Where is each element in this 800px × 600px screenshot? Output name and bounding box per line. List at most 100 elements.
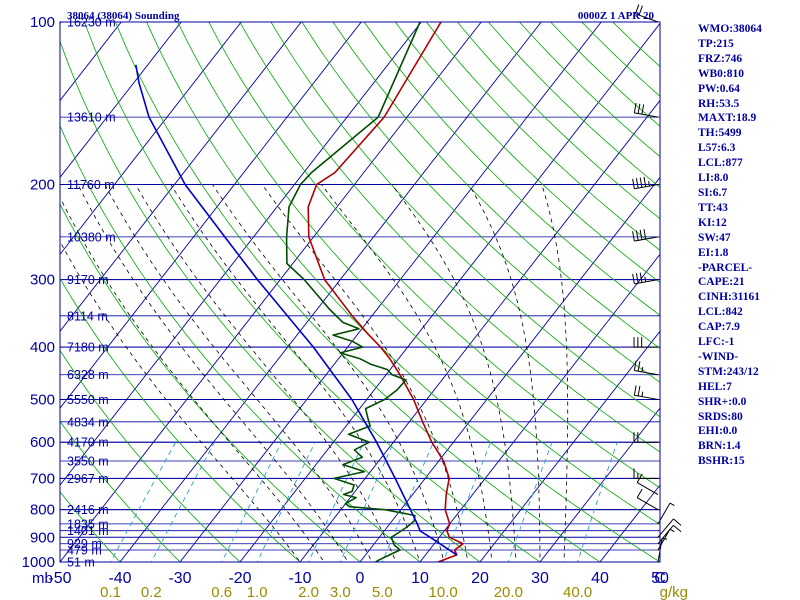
index-line: MAXT:18.9 [698,112,757,125]
wind-barb-flag [635,273,639,284]
height-label: 929 m [67,537,102,551]
mixing-ratio-label: 40.0 [563,584,592,600]
temperature-tick-label: -10 [288,570,311,587]
index-line: TP:215 [698,37,734,50]
wind-barb [632,272,659,285]
wind-barb [633,337,658,348]
pressure-tick-label: 700 [30,470,55,487]
dry-adiabat [60,491,121,562]
mixing-ratio-label: 2.0 [298,584,319,600]
moist-adiabat [391,184,517,562]
temperature-tick-label: 20 [471,570,489,587]
wind-barb-flag [632,273,635,284]
isotherm-line [299,99,660,562]
height-label: 10380 m [67,230,116,244]
dry-adiabat [60,420,181,562]
wind-barb [636,488,659,511]
temperature-tick-label: 40 [591,570,609,587]
isotherm-line [60,22,482,562]
height-label: 5550 m [67,393,109,407]
pressure-tick-label: 400 [30,339,55,356]
isotherm-line [60,22,242,256]
index-line: CINH:31161 [698,291,760,304]
isotherm-line [539,407,660,562]
index-line: WMO:38064 [698,23,762,35]
wind-barb-flag [643,176,647,187]
wind-barb-flag [641,391,644,397]
index-line: RH:53.5 [698,97,740,110]
grid-lines [60,22,660,562]
wind-barb [632,176,659,190]
wind-barb-flag [637,386,641,397]
moist-adiabat [468,184,541,562]
sounding-traces [135,22,464,562]
moist-adiabat [77,184,349,562]
moist-adiabat [541,184,569,562]
height-label: 11760 m [67,178,115,192]
wind-barb-flag [644,276,647,282]
wind-barb-flag [633,385,637,396]
isotherm-line [60,22,422,486]
index-line: SI:6.7 [698,186,728,199]
index-line: L57:6.3 [698,142,736,155]
wind-barb [634,4,659,23]
wind-barb-flag [673,518,682,526]
wind-barb-flag [634,4,640,14]
mixing-ratio-label: 1.0 [247,584,268,600]
moist-adiabat [170,184,421,562]
wind-barb-flag [632,231,635,242]
wind-barb-flag [673,524,682,533]
dry-adiabat [60,124,421,562]
wind-barb-flag [636,488,643,498]
pressure-tick-label: 500 [30,391,55,408]
pressure-tick-label: 1000 [22,554,55,571]
wind-barb-flag [633,102,637,114]
pressure-tick-label: 600 [30,434,55,451]
mixing-ratio-line [442,442,492,562]
mixing-ratio-unit: g/kg [660,584,688,600]
mixing-ratio-line [221,441,282,562]
index-line: FRZ:746 [698,52,743,65]
dry-adiabat [332,22,660,349]
wind-barb [633,468,658,479]
moist-adiabat [60,196,325,562]
height-label: 4170 m [67,436,109,450]
wind-barb-flag [643,229,647,240]
wind-barb-shaft [657,525,674,545]
dry-adiabat [208,22,660,489]
wind-barb-flag [632,178,635,189]
mixing-ratio-line [507,442,553,562]
moist-adiabat [104,184,373,562]
chart-title: 38064 (38064) Sounding [67,10,180,22]
mixing-ratio-label: 5.0 [372,584,393,600]
height-label: 9170 m [67,273,109,287]
index-line: TT:43 [698,201,728,214]
height-label: 479 m [67,543,102,557]
wind-barb-flag [633,360,637,371]
height-label: 2967 m [67,472,109,486]
temperature-tick-label: -30 [168,570,191,587]
pressure-tick-label: 800 [30,502,55,519]
index-line: PW:0.64 [698,82,740,95]
height-label: 7180 m [67,341,109,355]
height-label: 1835 m [67,517,109,531]
temperature-tick-label: 30 [531,570,549,587]
wind-barb-flag [669,502,675,507]
index-line: LI:8.0 [698,172,729,185]
dry-adiabat [83,22,541,562]
index-line: SHR+:0.0 [698,395,747,408]
wind-barb-flag [641,104,645,115]
wind-barb-flag [637,361,641,372]
wind-barb [657,518,682,538]
chart-time: 0000Z 1 APR 20 [578,10,655,22]
moist-adiabat [261,184,469,562]
y-axis-label: mb [32,570,53,587]
height-label: 4834 m [67,415,109,429]
dry-adiabat [239,22,660,453]
mixing-ratio-label: 20.0 [494,584,523,600]
wind-barb [633,385,659,400]
pressure-tick-label: 900 [30,529,55,546]
wind-barb-flag [635,178,639,189]
